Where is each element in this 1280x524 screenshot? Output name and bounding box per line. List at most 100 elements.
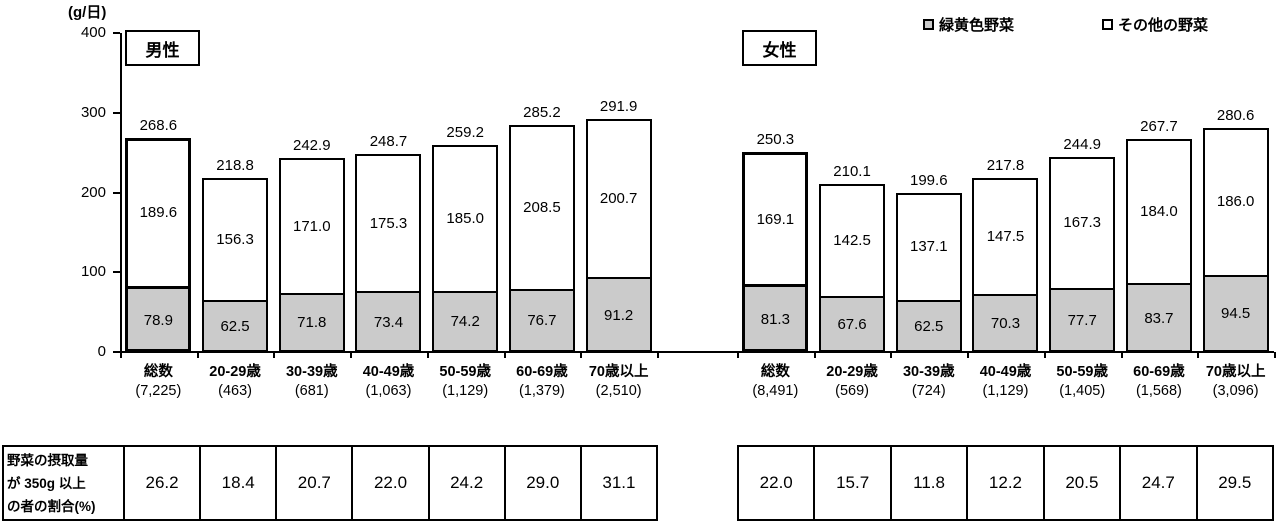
x-axis-tick [196,352,199,358]
ratio-cell-female-6: 29.5 [1218,473,1252,492]
y-tick-label: 0 [97,343,106,360]
other-segment-label: 208.5 [523,198,561,216]
ratio-cell-male-2: 20.7 [277,447,354,519]
category-label-male-0: 総数 (7,225) [112,363,204,401]
bar-male-0 [125,137,192,352]
legend-item-other-vegetables: その他の野菜 [1102,14,1208,35]
segment-green-yellow [745,284,806,349]
category-name: 30-39歳 [285,364,338,380]
other-segment-label: 184.0 [1140,202,1178,220]
green-segment-label: 67.6 [837,316,867,334]
segment-green-yellow [434,290,497,350]
group-title-female: 女性 [742,30,817,66]
ratio-cell-female-5: 24.7 [1121,447,1198,519]
green-segment-label: 77.7 [1067,312,1097,330]
bar-female-3 [972,178,1039,352]
ratio-table-header-line: 野菜の摂取量 [7,453,88,468]
category-label-female-2: 30-39歳 (724) [883,363,975,401]
y-axis-tick [113,32,120,34]
bar-male-4 [432,145,499,352]
category-name: 70歳以上 [588,364,649,380]
category-label-male-1: 20-29歳 (463) [189,363,281,401]
other-segment-label: 185.0 [446,210,484,228]
category-count: (7,225) [135,383,182,399]
ratio-table-header-line: が 350g 以上 [7,476,86,491]
total-value-label: 218.8 [216,156,254,174]
ratio-cell-male-4: 24.2 [430,447,506,519]
y-tick-label: 300 [80,103,106,121]
category-label-male-4: 50-59歳 (1,129) [419,363,511,401]
y-axis-tick [113,111,120,114]
ratio-table-header: 野菜の摂取量が 350g 以上 の者の割合(%) [4,447,125,519]
x-axis-tick [737,352,739,358]
ratio-table-female: 22.0 15.7 11.8 12.2 20.5 24.7 29.5 [737,445,1274,521]
category-count: (1,568) [1135,383,1182,399]
segment-green-yellow [587,277,650,350]
x-axis-line [120,351,1274,353]
total-value-label: 280.6 [1216,107,1255,125]
total-value-label: 199.6 [910,171,948,189]
x-axis-tick [580,352,583,358]
y-axis-tick [113,191,120,194]
category-name: 30-39歳 [902,364,955,380]
total-value-label: 242.9 [293,137,331,155]
other-segment-label: 147.5 [986,228,1025,246]
green-segment-label: 71.8 [297,314,327,332]
category-label-male-2: 30-39歳 (681) [266,363,358,401]
ratio-cell-male-6: 31.1 [602,473,636,492]
category-name: 総数 [760,364,790,380]
ratio-cell-female-4: 20.5 [1045,447,1122,519]
total-value-label: 217.8 [986,157,1025,175]
other-segment-label: 142.5 [833,232,871,250]
total-value-label: 291.9 [599,98,638,116]
category-count: (681) [294,383,329,399]
ratio-cell-female-2: 11.8 [892,447,969,519]
bar-male-2 [278,158,345,352]
x-axis-tick [656,352,659,358]
other-segment-label: 156.3 [216,230,254,248]
other-segment-label: 137.1 [910,238,948,256]
category-name: 20-29歳 [826,364,878,380]
total-value-label: 244.9 [1063,135,1101,153]
category-count: (8,491) [752,383,799,399]
other-segment-label: 186.0 [1216,193,1255,211]
y-tick-label: 400 [80,24,106,41]
gray-filled-square-icon [923,19,934,30]
total-value-label: 267.7 [1140,117,1178,135]
other-segment-label: 189.6 [139,204,178,222]
y-axis-line [120,33,122,354]
category-count: (724) [911,383,946,399]
bar-female-6 [1202,128,1269,352]
other-segment-label: 175.3 [369,214,408,232]
green-segment-label: 81.3 [760,310,790,328]
category-count: (3,096) [1212,383,1259,399]
bar-female-5 [1125,138,1192,352]
category-name: 50-59歳 [1056,364,1108,380]
x-axis-tick [1043,352,1046,358]
category-name: 総数 [143,364,173,380]
x-axis-tick [350,352,353,358]
green-segment-label: 70.3 [990,314,1021,332]
white-square-icon [1102,19,1114,30]
segment-green-yellow [280,292,343,350]
green-segment-label: 94.5 [1221,305,1251,323]
x-axis-tick [1273,352,1276,358]
green-segment-label: 91.2 [604,306,634,324]
ratio-cell-female-0: 22.0 [739,447,816,519]
other-segment-label: 171.0 [293,217,331,235]
bar-female-1 [819,184,886,352]
total-value-label: 259.2 [446,124,484,142]
x-axis-tick [273,352,276,358]
segment-green-yellow [1127,283,1190,350]
bar-male-5 [508,124,575,352]
segment-green-yellow [821,296,884,350]
category-count: (569) [835,383,869,399]
bar-male-3 [355,153,422,352]
green-segment-label: 76.7 [527,312,557,330]
legend-label-green-yellow: 緑黄色野菜 [939,17,1015,34]
category-label-female-6: 70歳以上 (3,096) [1190,363,1280,401]
x-axis-tick [890,352,893,358]
y-tick-label: 200 [80,183,106,201]
bar-female-4 [1049,156,1116,352]
